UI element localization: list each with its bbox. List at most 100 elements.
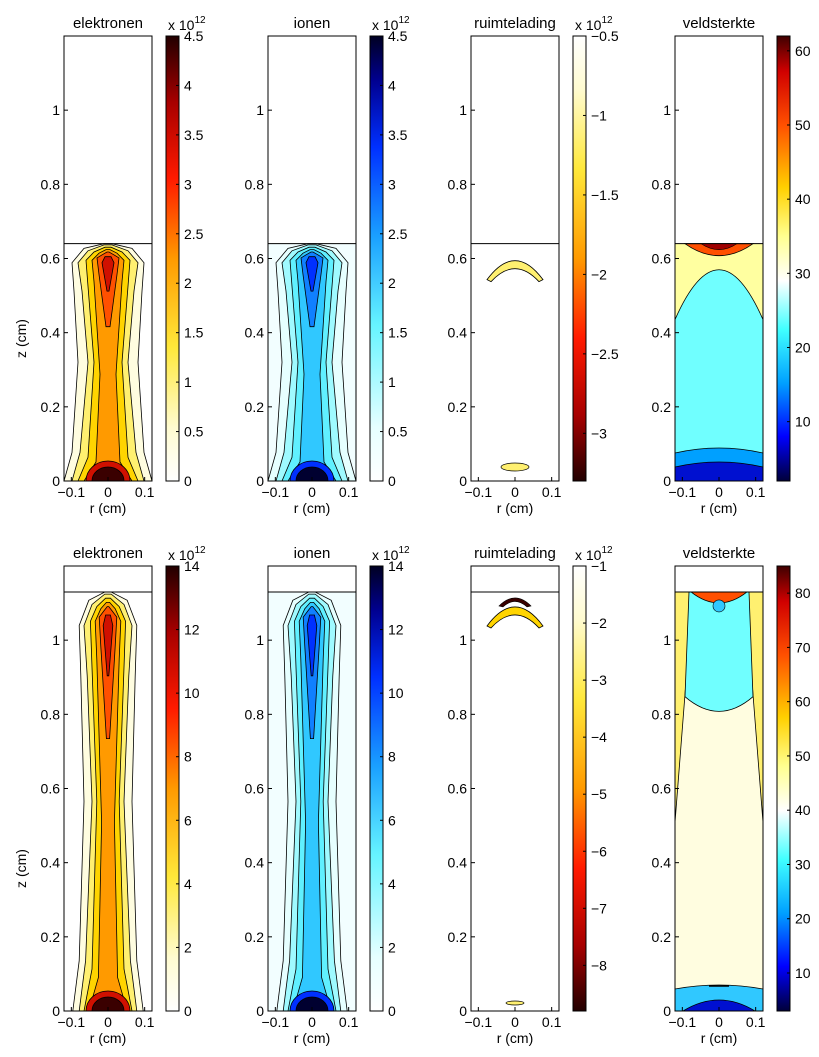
colorbar-tick-label: 80 bbox=[795, 585, 811, 601]
contour-field bbox=[64, 591, 152, 1011]
colorbar-tick-label: 2.5 bbox=[184, 226, 204, 242]
y-tick-label: 0.8 bbox=[41, 706, 61, 722]
panel-1-1: elektronen−0.1 0 0.1r (cm)00.20.40.60.81z … bbox=[13, 15, 206, 516]
x-tick-label: −0.1 bbox=[669, 484, 697, 500]
x-axis-label: r (cm) bbox=[497, 500, 534, 516]
colorbar-scale: x 1012 bbox=[168, 545, 206, 563]
contour-field bbox=[675, 243, 763, 481]
y-tick-label: 0.2 bbox=[245, 929, 265, 945]
electrode-core bbox=[295, 996, 329, 1011]
colorbar-tick-label: 0.5 bbox=[388, 424, 408, 440]
colorbar-tick-label: 1 bbox=[388, 374, 396, 390]
colorbar-tick-label: −5 bbox=[591, 786, 607, 802]
panel-title: elektronen bbox=[73, 15, 143, 32]
colorbar-tick-label: 2 bbox=[184, 939, 192, 955]
x-tick-label: −0.1 bbox=[262, 484, 290, 500]
panel-2-4: veldsterkte−0.1 0 0.1r (cm)00.20.40.60.811… bbox=[652, 545, 811, 1046]
y-tick-label: 0.8 bbox=[41, 176, 61, 192]
x-tick-label: 0.1 bbox=[746, 484, 766, 500]
colorbar-tick-label: 2 bbox=[184, 275, 192, 291]
y-tick-label: 0 bbox=[663, 1003, 671, 1019]
y-axis-label: z (cm) bbox=[13, 849, 29, 888]
y-tick-label: 0.6 bbox=[652, 251, 672, 267]
x-tick-label: −0.1 bbox=[262, 1014, 290, 1030]
y-tick-label: 0.6 bbox=[652, 781, 672, 797]
colorbar-tick-label: 20 bbox=[795, 911, 811, 927]
colorbar-tick-label: 3 bbox=[388, 176, 396, 192]
panel-1-4: veldsterkte−0.1 0 0.1r (cm)00.20.40.60.811… bbox=[652, 15, 811, 516]
panel-1-3: ruimtelading−0.1 0 0.1r (cm)00.20.40.60.81… bbox=[448, 15, 619, 516]
y-tick-label: 0.2 bbox=[652, 399, 672, 415]
y-tick-label: 0.2 bbox=[448, 929, 468, 945]
colorbar-tick-label: 60 bbox=[795, 43, 811, 59]
axes-box bbox=[470, 565, 560, 1012]
contour bbox=[88, 602, 128, 1011]
colorbar-tick-label: −3 bbox=[591, 672, 607, 688]
colorbar-tick-label: 12 bbox=[184, 622, 200, 638]
colorbar-tick-label: 20 bbox=[795, 340, 811, 356]
colorbar-tick-label: 14 bbox=[184, 558, 200, 574]
panel-title: ionen bbox=[294, 15, 331, 32]
colorbar-tick-label: 8 bbox=[388, 749, 396, 765]
panel-title: ruimtelading bbox=[474, 15, 556, 32]
x-axis-label: r (cm) bbox=[90, 1030, 127, 1046]
x-tick-label: −0.1 bbox=[58, 1014, 86, 1030]
colorbar-tick-label: −3 bbox=[591, 425, 607, 441]
colorbar bbox=[165, 565, 180, 1012]
panel-2-2: ionen−0.1 0 0.1r (cm)00.20.40.60.810246810… bbox=[245, 545, 410, 1046]
y-tick-label: 0.8 bbox=[245, 706, 265, 722]
colorbar bbox=[572, 35, 587, 482]
colorbar-tick-label: 3.5 bbox=[184, 127, 204, 143]
panel-title: veldsterkte bbox=[683, 15, 756, 32]
space-charge-core bbox=[498, 597, 532, 608]
y-tick-label: 0 bbox=[256, 1003, 264, 1019]
y-tick-label: 0.4 bbox=[245, 325, 265, 341]
contour bbox=[292, 602, 332, 1011]
colorbar-tick-label: 1 bbox=[184, 374, 192, 390]
colorbar-tick-label: 0 bbox=[388, 1003, 396, 1019]
y-tick-label: 1 bbox=[52, 102, 60, 118]
x-tick-label: 0.1 bbox=[135, 484, 155, 500]
colorbar-tick-label: 4 bbox=[388, 876, 396, 892]
y-tick-label: 0.4 bbox=[245, 855, 265, 871]
colorbar-tick-label: 1.5 bbox=[388, 325, 408, 341]
contour bbox=[306, 614, 318, 677]
colorbar-tick-label: 14 bbox=[388, 558, 404, 574]
colorbar-tick-label: 30 bbox=[795, 265, 811, 281]
panel-2-3: ruimtelading−0.1 0 0.1r (cm)00.20.40.60.81… bbox=[448, 545, 613, 1046]
x-axis-label: r (cm) bbox=[294, 1030, 331, 1046]
colorbar-tick-label: 60 bbox=[795, 694, 811, 710]
colorbar-tick-label: 2.5 bbox=[388, 226, 408, 242]
field-body bbox=[675, 269, 763, 481]
colorbar-tick-label: −0.5 bbox=[591, 28, 619, 44]
electrode-core bbox=[91, 996, 125, 1011]
colorbar-tick-label: 12 bbox=[388, 622, 404, 638]
colorbar bbox=[369, 35, 384, 482]
colorbar-tick-label: −1.5 bbox=[591, 187, 619, 203]
space-charge-layer bbox=[486, 606, 544, 629]
colorbar-tick-label: 10 bbox=[795, 965, 811, 981]
y-tick-label: 0.6 bbox=[448, 781, 468, 797]
contour bbox=[102, 614, 114, 677]
x-tick-label: −0.1 bbox=[669, 1014, 697, 1030]
y-tick-label: 0 bbox=[52, 473, 60, 489]
colorbar bbox=[572, 565, 587, 1012]
colorbar-tick-label: 40 bbox=[795, 802, 811, 818]
colorbar-tick-label: 4.5 bbox=[184, 28, 204, 44]
y-tick-label: 0.8 bbox=[448, 706, 468, 722]
x-tick-label: −0.1 bbox=[58, 484, 86, 500]
x-tick-label: 0.1 bbox=[135, 1014, 155, 1030]
colorbar-tick-label: −6 bbox=[591, 843, 607, 859]
y-tick-label: 0.6 bbox=[245, 781, 265, 797]
field-head bbox=[684, 591, 754, 712]
contour-field bbox=[268, 591, 356, 1011]
x-tick-label: 0.1 bbox=[542, 484, 562, 500]
colorbar bbox=[165, 35, 180, 482]
x-tick-label: −0.1 bbox=[465, 1014, 493, 1030]
colorbar-tick-label: 0 bbox=[388, 473, 396, 489]
contour-field bbox=[268, 243, 356, 481]
y-tick-label: 0.4 bbox=[652, 855, 672, 871]
colorbar-scale: x 1012 bbox=[575, 15, 613, 33]
y-tick-label: 0.8 bbox=[245, 176, 265, 192]
y-tick-label: 0.6 bbox=[41, 251, 61, 267]
